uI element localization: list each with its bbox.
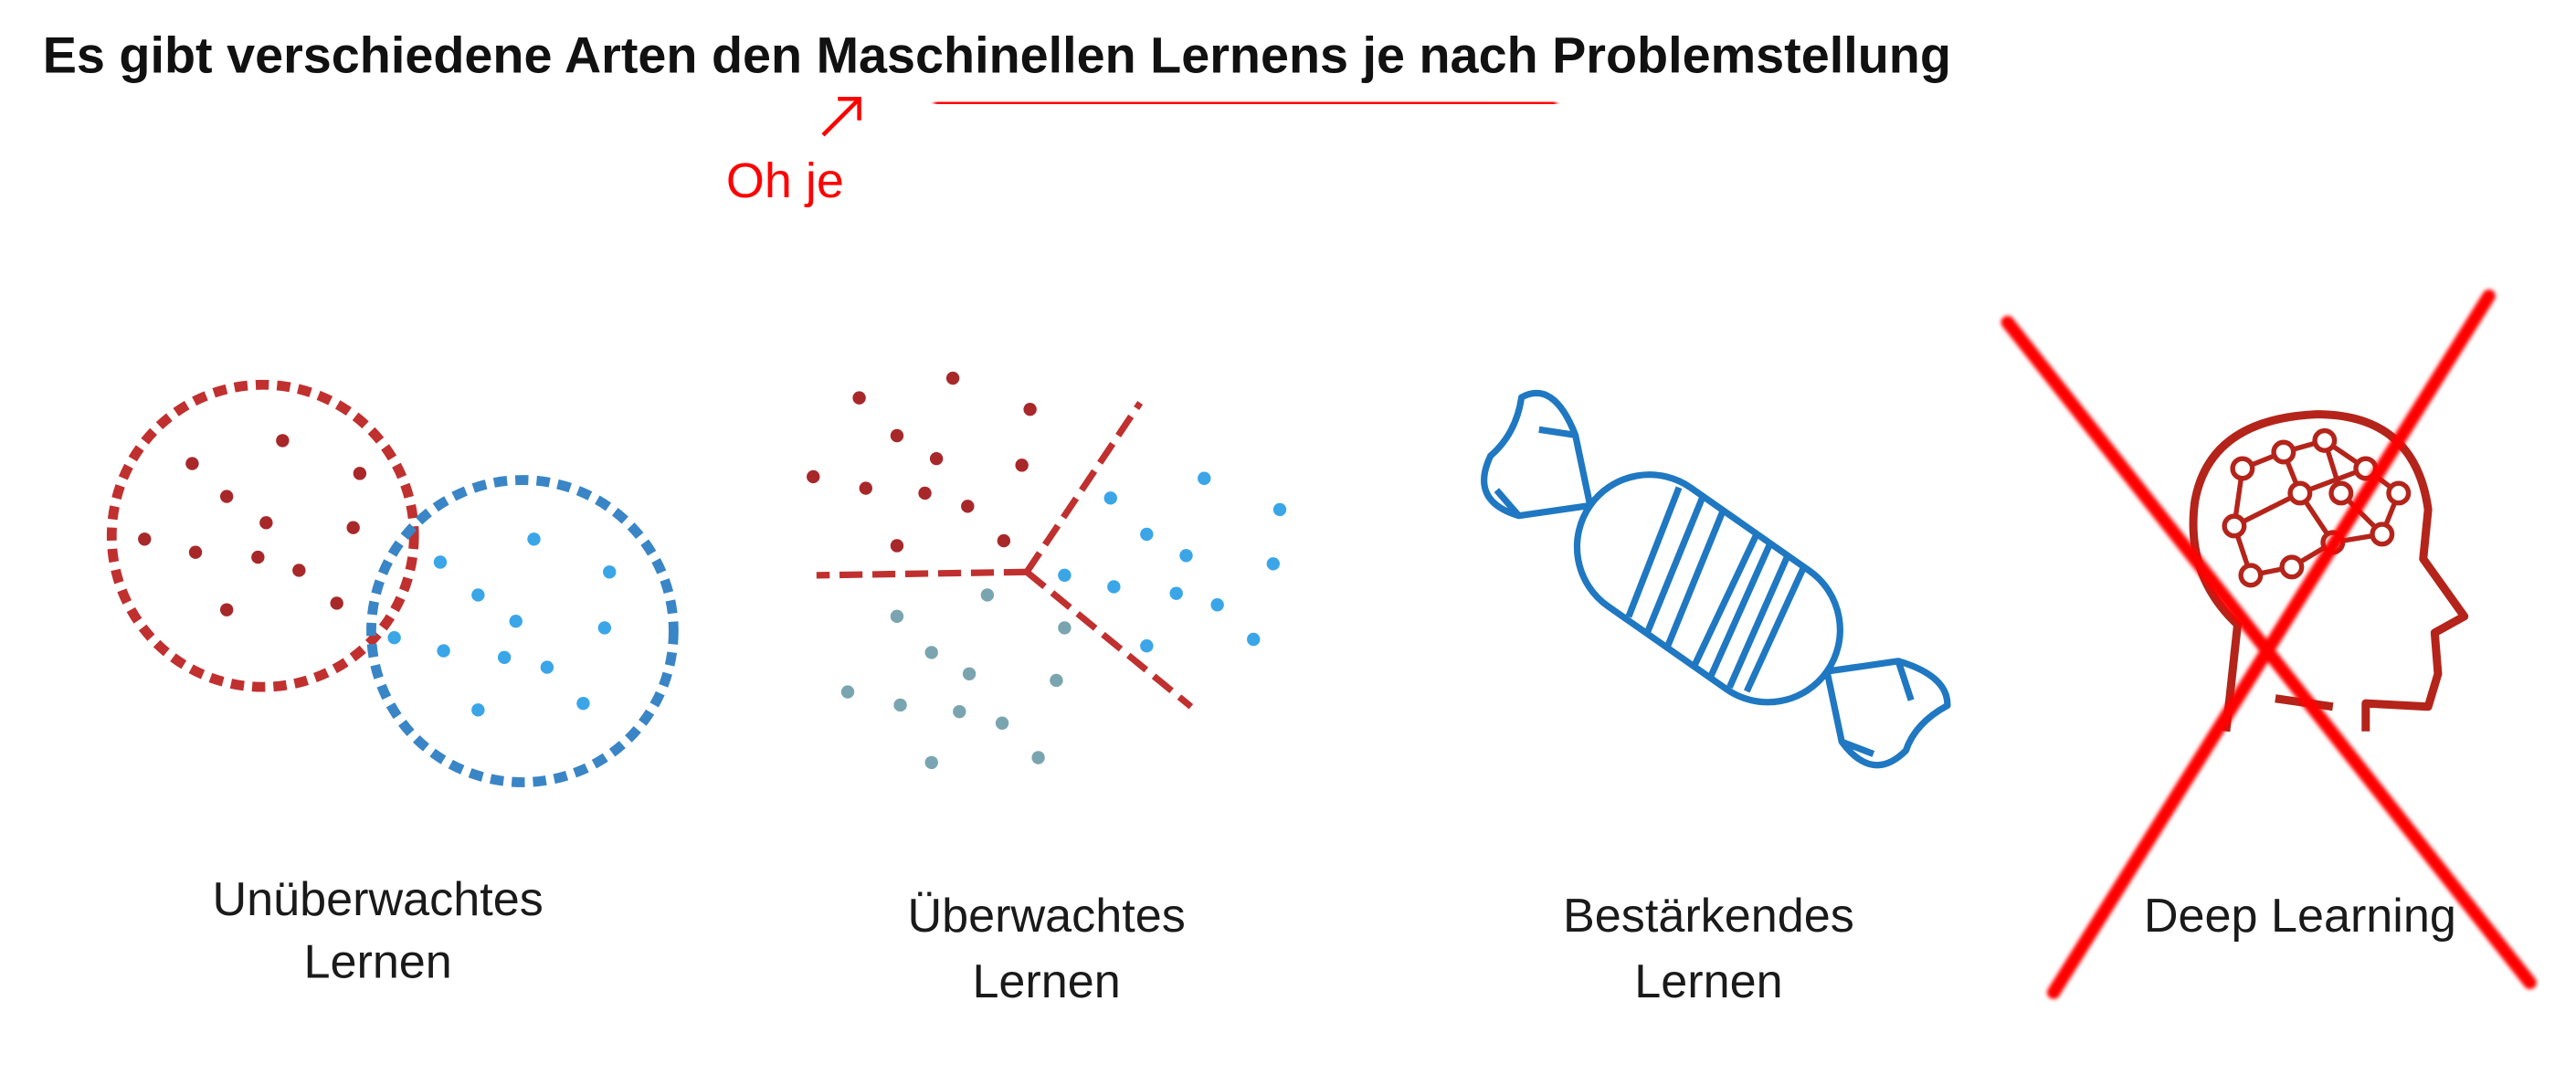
- title-part: je nach Problemstellung: [1348, 27, 1951, 84]
- dot: [1140, 639, 1154, 653]
- dot: [1140, 527, 1154, 542]
- dot: [540, 660, 554, 674]
- dot: [138, 532, 152, 546]
- dot: [2328, 480, 2354, 506]
- dot: [1050, 673, 1063, 688]
- dot: [188, 545, 203, 559]
- dot: [471, 703, 485, 717]
- dot: [219, 603, 234, 617]
- title: Es gibt verschiedene Arten den Maschinel…: [43, 27, 1951, 84]
- dot: [603, 565, 617, 579]
- dot: [2238, 563, 2264, 588]
- dot: [509, 615, 523, 628]
- dot: [890, 539, 904, 553]
- dot: [1058, 568, 1072, 583]
- dot: [527, 532, 541, 546]
- dot: [1266, 557, 1281, 571]
- label: Lernen: [303, 935, 451, 988]
- dot: [185, 457, 199, 470]
- annotation: Oh je: [726, 153, 844, 208]
- dot: [1107, 580, 1121, 594]
- dot: [497, 650, 512, 664]
- dot: [1058, 621, 1072, 635]
- dot: [1031, 751, 1045, 764]
- dot: [1179, 549, 1193, 563]
- dots: [807, 371, 1287, 770]
- dot: [929, 451, 944, 466]
- dot: [2230, 456, 2255, 481]
- dot: [2287, 480, 2313, 506]
- dot: [2370, 522, 2395, 547]
- dot: [953, 704, 966, 719]
- dot: [1210, 598, 1224, 612]
- dot: [997, 533, 1011, 548]
- underline: [934, 96, 1557, 110]
- dot: [1023, 403, 1037, 416]
- dot: [945, 371, 960, 385]
- dot: [893, 698, 907, 712]
- dot: [859, 481, 872, 495]
- dot: [962, 667, 977, 680]
- dot: [597, 621, 612, 635]
- dot: [353, 467, 367, 480]
- dot: [276, 434, 290, 448]
- dot: [807, 469, 820, 484]
- dot: [961, 500, 975, 513]
- dot: [2312, 427, 2338, 453]
- dot: [330, 596, 343, 610]
- classification-icon: [816, 401, 1194, 710]
- dot: [219, 490, 234, 503]
- clusters-icon: [106, 379, 679, 787]
- label: Unüberwachtes: [212, 873, 543, 926]
- dot: [433, 555, 448, 569]
- head-icon: [2189, 410, 2469, 732]
- strike-x: [2001, 289, 2537, 999]
- dot: [292, 564, 306, 577]
- dot: [840, 685, 855, 699]
- dot: [852, 391, 866, 405]
- dot: [2271, 439, 2296, 465]
- dot: [918, 486, 932, 501]
- dot: [2222, 513, 2247, 539]
- dot: [1169, 586, 1183, 600]
- title-part: Es gibt verschiedene Arten den: [43, 27, 817, 84]
- label: Lernen: [972, 955, 1120, 1008]
- dot: [346, 521, 360, 534]
- dot: [259, 516, 273, 530]
- dot: [2386, 480, 2412, 506]
- dot: [1247, 632, 1261, 647]
- dot: [1198, 471, 1211, 485]
- dot: [980, 588, 995, 602]
- label: Lernen: [1634, 955, 1782, 1008]
- dot: [924, 755, 938, 770]
- label: Deep Learning: [2144, 890, 2456, 943]
- dot: [890, 428, 904, 443]
- dot: [1015, 458, 1029, 472]
- dot: [437, 644, 450, 658]
- dot: [924, 646, 938, 659]
- dot: [471, 588, 485, 602]
- dot: [1272, 502, 1287, 517]
- dot: [995, 716, 1009, 730]
- dot: [2279, 554, 2305, 580]
- dot: [1103, 491, 1117, 505]
- label: Überwachtes: [907, 890, 1185, 943]
- arrow: [821, 97, 861, 137]
- dot: [251, 550, 265, 564]
- candy-icon: [1481, 389, 1951, 769]
- dot: [387, 631, 401, 645]
- label: Bestärkendes: [1563, 890, 1854, 943]
- title-part: Maschinellen Lernens: [817, 27, 1348, 84]
- dot: [576, 696, 590, 711]
- dot: [890, 609, 904, 624]
